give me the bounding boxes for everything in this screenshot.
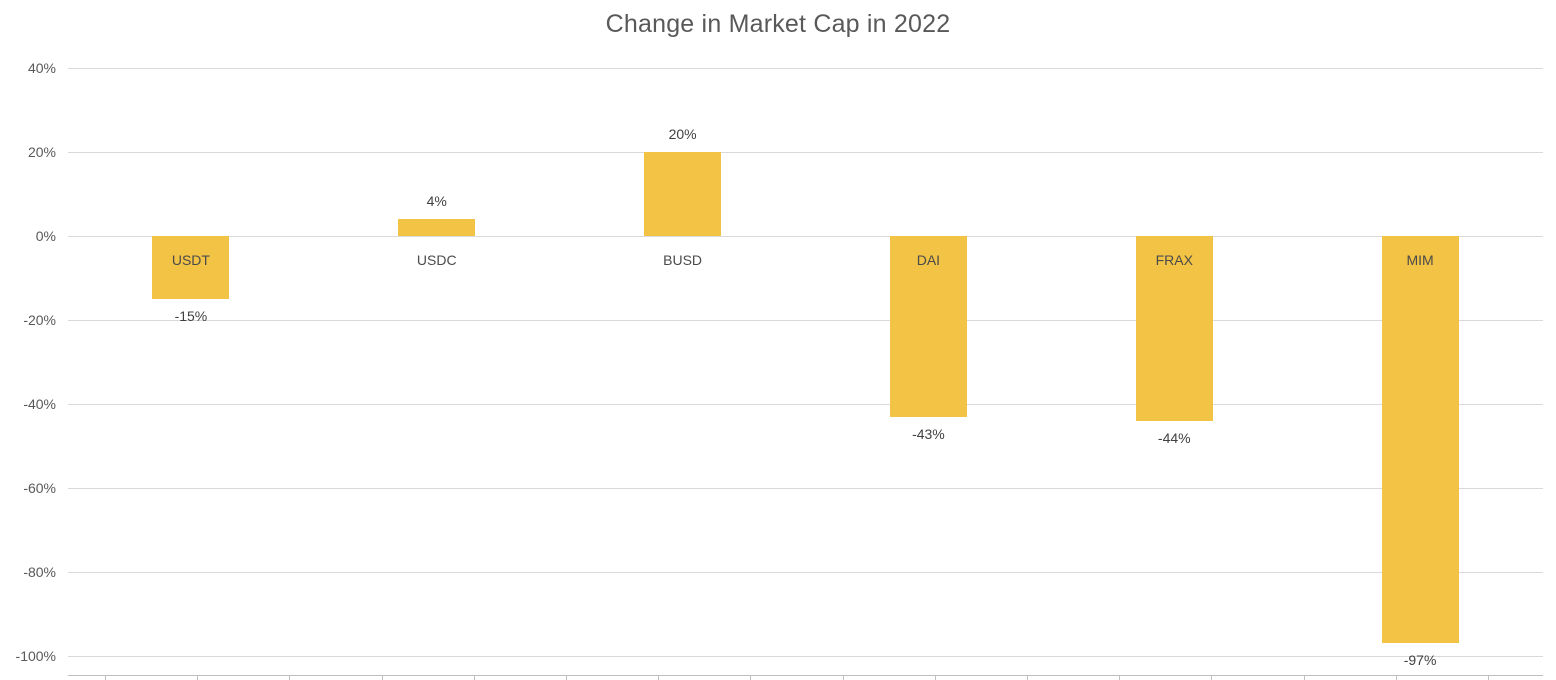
axis-tick xyxy=(842,676,844,680)
gridline xyxy=(68,404,1543,405)
axis-tick xyxy=(934,676,936,680)
axis-tick xyxy=(1211,676,1213,680)
y-tick-label: 20% xyxy=(27,144,56,160)
value-label: 20% xyxy=(668,126,697,142)
axis-tick xyxy=(473,676,475,680)
bar xyxy=(1135,236,1213,421)
axis-tick xyxy=(1119,676,1121,680)
gridline xyxy=(68,152,1543,153)
bar xyxy=(644,152,722,236)
x-axis-line xyxy=(68,675,1543,676)
y-tick-label: -40% xyxy=(23,396,56,412)
y-tick-label: -100% xyxy=(15,648,56,664)
y-tick-label: -80% xyxy=(23,564,56,580)
value-label: -43% xyxy=(912,425,945,442)
gridline xyxy=(68,320,1543,321)
gridline xyxy=(68,572,1543,573)
category-label: BUSD xyxy=(663,252,703,268)
axis-tick xyxy=(566,676,567,680)
value-label: 4% xyxy=(426,193,447,210)
bar xyxy=(1381,236,1459,644)
axis-tick xyxy=(105,676,106,680)
gridline xyxy=(68,488,1543,489)
value-label: -44% xyxy=(1157,429,1191,446)
bar xyxy=(398,219,476,236)
axis-tick xyxy=(1303,676,1305,680)
axis-tick xyxy=(1027,676,1028,680)
value-label: -97% xyxy=(1403,652,1437,669)
axis-tick xyxy=(658,676,660,680)
bar xyxy=(152,236,230,299)
axis-tick xyxy=(197,676,199,680)
category-label: USDT xyxy=(171,252,210,268)
axis-tick xyxy=(1395,676,1397,680)
gridline xyxy=(68,68,1543,69)
gridline xyxy=(68,656,1543,657)
chart-title: Change in Market Cap in 2022 xyxy=(605,10,951,38)
axis-tick xyxy=(750,676,752,680)
y-tick-label: 0% xyxy=(35,228,56,244)
axis-tick xyxy=(381,676,383,680)
category-label: DAI xyxy=(916,252,941,268)
axis-tick xyxy=(289,676,291,680)
axis-tick xyxy=(1488,676,1489,680)
y-tick-label: -60% xyxy=(23,480,56,496)
category-label: MIM xyxy=(1406,252,1434,268)
y-tick-label: 40% xyxy=(27,60,56,76)
category-label: USDC xyxy=(416,252,457,268)
category-label: FRAX xyxy=(1155,252,1193,268)
bar xyxy=(889,236,967,417)
value-label: -15% xyxy=(174,308,208,324)
y-tick-label: -20% xyxy=(23,312,56,328)
gridline xyxy=(68,236,1543,237)
